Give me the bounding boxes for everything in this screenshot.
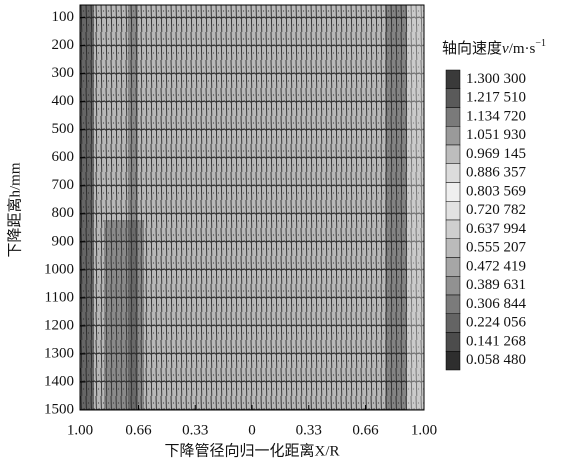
- colorbar-label: 0.720 782: [466, 202, 526, 218]
- colorbar-swatch: [445, 219, 461, 239]
- colorbar-swatch: [445, 107, 461, 127]
- y-tick-label: 100: [52, 9, 75, 25]
- title-part: v: [502, 41, 509, 57]
- y-tick-label: 1100: [45, 289, 74, 305]
- colorbar-label: 1.051 930: [466, 127, 526, 143]
- y-tick-label: 600: [52, 149, 75, 165]
- colorbar-swatch: [445, 201, 461, 221]
- y-tick-label: 1200: [44, 317, 74, 333]
- colorbar-swatch: [445, 313, 461, 333]
- title-part: /m·s: [509, 41, 536, 57]
- colorbar-swatch: [445, 88, 461, 108]
- colorbar-swatch: [445, 351, 461, 371]
- colorbar-label: 0.389 631: [466, 277, 526, 293]
- colorbar-label: 0.886 357: [466, 165, 527, 181]
- y-tick-label: 200: [52, 37, 75, 53]
- contour-field: [79, 4, 425, 411]
- x-tick-label: 1.00: [67, 422, 93, 438]
- y-tick-label: 1400: [44, 373, 74, 389]
- x-tick-label: 0.66: [125, 422, 152, 438]
- x-tick-label: 0.33: [182, 422, 208, 438]
- y-tick-label: 500: [52, 121, 75, 137]
- colorbar-swatch: [445, 276, 461, 296]
- colorbar-title: 轴向速度v/m·s−1: [442, 38, 546, 57]
- colorbar-label: 1.134 720: [466, 108, 526, 124]
- x-tick-label: 1.00: [411, 422, 437, 438]
- colorbar-swatch: [445, 257, 461, 277]
- colorbar-label: 0.637 994: [466, 221, 527, 237]
- title-part: 轴向速度: [442, 40, 502, 57]
- colorbar-swatch: [445, 144, 461, 164]
- colorbar-label: 0.224 056: [466, 315, 527, 331]
- title-part: −1: [535, 38, 546, 49]
- colorbar-swatch: [445, 294, 461, 314]
- y-tick-label: 1500: [44, 401, 74, 417]
- x-tick-label: 0: [248, 422, 256, 438]
- y-tick-label: 900: [52, 233, 75, 249]
- y-tick-label: 700: [52, 177, 75, 193]
- y-axis-label: 下降距离h/mm: [6, 162, 23, 257]
- x-tick-label: 0.66: [352, 422, 379, 438]
- colorbar-label: 0.472 419: [466, 258, 526, 274]
- colorbar-label: 0.141 268: [466, 333, 526, 349]
- colorbar-swatch: [445, 163, 461, 183]
- colorbar-swatch: [445, 238, 461, 258]
- colorbar-label: 0.969 145: [466, 146, 526, 162]
- colorbar-label: 0.306 844: [466, 296, 527, 312]
- colorbar-label: 0.555 207: [466, 240, 527, 256]
- colorbar-swatch: [445, 126, 461, 146]
- colorbar-swatch: [445, 332, 461, 352]
- colorbar-swatch: [445, 69, 461, 89]
- y-tick-label: 800: [52, 205, 75, 221]
- colorbar-label: 1.217 510: [466, 90, 526, 106]
- colorbar-label: 1.300 300: [466, 71, 526, 87]
- colorbar-label: 0.058 480: [466, 352, 526, 368]
- y-tick-label: 400: [52, 93, 75, 109]
- colorbar-swatch: [445, 182, 461, 202]
- x-tick-label: 0.33: [296, 422, 322, 438]
- colorbar-label: 0.803 569: [466, 183, 526, 199]
- y-tick-label: 300: [52, 65, 75, 81]
- y-tick-label: 1000: [44, 261, 74, 277]
- x-axis-label: 下降管径向归一化距离X/R: [164, 442, 339, 459]
- y-tick-label: 1300: [44, 345, 74, 361]
